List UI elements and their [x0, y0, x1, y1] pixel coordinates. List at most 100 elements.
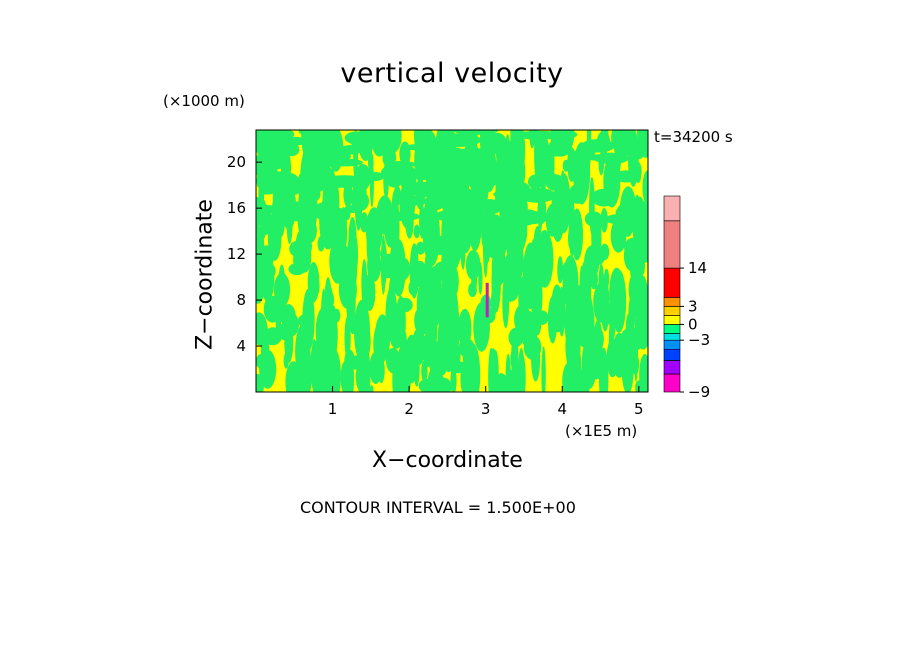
velocity-cell	[510, 349, 518, 369]
velocity-cell	[536, 310, 549, 325]
velocity-cell	[256, 354, 267, 369]
velocity-cell	[589, 343, 604, 380]
velocity-cell	[300, 341, 308, 392]
velocity-cell	[415, 241, 426, 255]
contour-interval-label: CONTOUR INTERVAL = 1.500E+00	[300, 498, 576, 517]
velocity-cell	[343, 181, 353, 208]
velocity-cell	[443, 351, 455, 373]
y-tick-label: 16	[227, 199, 246, 217]
colorbar-segment	[663, 324, 681, 334]
velocity-cell	[361, 171, 385, 182]
colorbar-segment	[663, 348, 681, 361]
velocity-cell	[363, 273, 376, 311]
colorbar-segment	[663, 306, 681, 316]
velocity-cell	[585, 291, 593, 333]
velocity-cell	[328, 158, 363, 167]
velocity-cell	[557, 256, 564, 284]
velocity-cell	[426, 146, 468, 161]
velocity-cell	[545, 174, 565, 191]
velocity-cell	[405, 144, 423, 151]
velocity-cell	[634, 228, 648, 251]
velocity-cell	[377, 356, 385, 384]
colorbar-segment	[663, 267, 681, 298]
velocity-cell	[478, 262, 483, 295]
velocity-cell	[541, 346, 546, 392]
colorbar-segment	[663, 373, 681, 393]
velocity-cell	[369, 160, 374, 208]
velocity-cell	[387, 174, 402, 188]
field-patterns	[256, 130, 648, 392]
velocity-cell	[623, 240, 640, 272]
z-unit-label: (×1000 m)	[163, 92, 245, 110]
velocity-cell	[530, 269, 543, 323]
velocity-cell	[458, 308, 472, 349]
velocity-cell	[283, 142, 300, 157]
colorbar: 14 30−3 −9	[663, 195, 710, 401]
velocity-cell	[554, 130, 578, 139]
velocity-cell	[592, 248, 605, 265]
velocity-cell	[491, 252, 501, 313]
velocity-cell	[534, 130, 539, 181]
velocity-cell	[520, 321, 538, 348]
velocity-cell	[595, 329, 604, 349]
velocity-cell	[440, 196, 483, 213]
velocity-cell	[450, 367, 457, 392]
velocity-cell	[451, 236, 465, 250]
velocity-cell	[414, 308, 424, 333]
velocity-cell	[564, 305, 576, 342]
velocity-cell	[505, 210, 550, 225]
velocity-cell	[380, 235, 386, 295]
velocity-cell	[408, 280, 419, 296]
velocity-cell	[270, 136, 311, 146]
velocity-cell	[639, 353, 648, 392]
velocity-cell	[340, 361, 350, 392]
colorbar-label: 3	[688, 297, 698, 315]
velocity-cell	[374, 314, 390, 363]
y-axis-ticks: 4 8 12 16 20	[227, 153, 262, 355]
velocity-cell	[314, 279, 320, 295]
velocity-cell	[571, 208, 583, 261]
velocity-cell	[369, 385, 374, 392]
velocity-cell	[427, 348, 438, 365]
velocity-cell	[441, 248, 447, 292]
velocity-cell	[594, 152, 629, 165]
velocity-cell	[429, 365, 443, 382]
velocity-cell	[320, 288, 327, 348]
velocity-cell	[281, 304, 296, 330]
velocity-cell	[476, 214, 496, 226]
velocity-cell	[477, 167, 495, 185]
velocity-cell	[533, 226, 542, 259]
x-tick-label: 3	[481, 400, 491, 418]
velocity-cell	[502, 285, 519, 302]
velocity-cell	[263, 295, 282, 323]
x-unit-label: (×1E5 m)	[565, 422, 638, 440]
velocity-cell	[411, 181, 445, 198]
velocity-cell	[356, 365, 371, 392]
velocity-cell	[593, 282, 608, 323]
x-tick-label: 2	[404, 400, 414, 418]
velocity-cell	[285, 201, 318, 209]
velocity-cell	[355, 320, 371, 362]
velocity-cell	[621, 328, 634, 346]
x-axis-label: X−coordinate	[372, 448, 523, 473]
velocity-cell	[445, 134, 460, 145]
velocity-cell	[465, 250, 481, 281]
velocity-cell	[406, 168, 448, 181]
velocity-cell	[402, 330, 407, 354]
velocity-cell	[396, 297, 413, 313]
velocity-cell	[496, 225, 513, 243]
velocity-cell	[400, 178, 417, 189]
plot-frame	[255, 129, 649, 393]
velocity-cell	[356, 307, 362, 326]
y-tick-label: 12	[227, 245, 246, 263]
velocity-cell	[590, 334, 596, 348]
y-tick-label: 20	[227, 153, 246, 171]
velocity-cell	[439, 313, 449, 356]
colorbar-label: −9	[688, 383, 710, 401]
velocity-cell	[298, 130, 340, 138]
velocity-cell	[611, 269, 627, 333]
colorbar-segment	[663, 315, 681, 325]
velocity-cell	[562, 255, 579, 311]
velocity-cell	[386, 161, 417, 168]
x-tick-label: 5	[634, 400, 644, 418]
